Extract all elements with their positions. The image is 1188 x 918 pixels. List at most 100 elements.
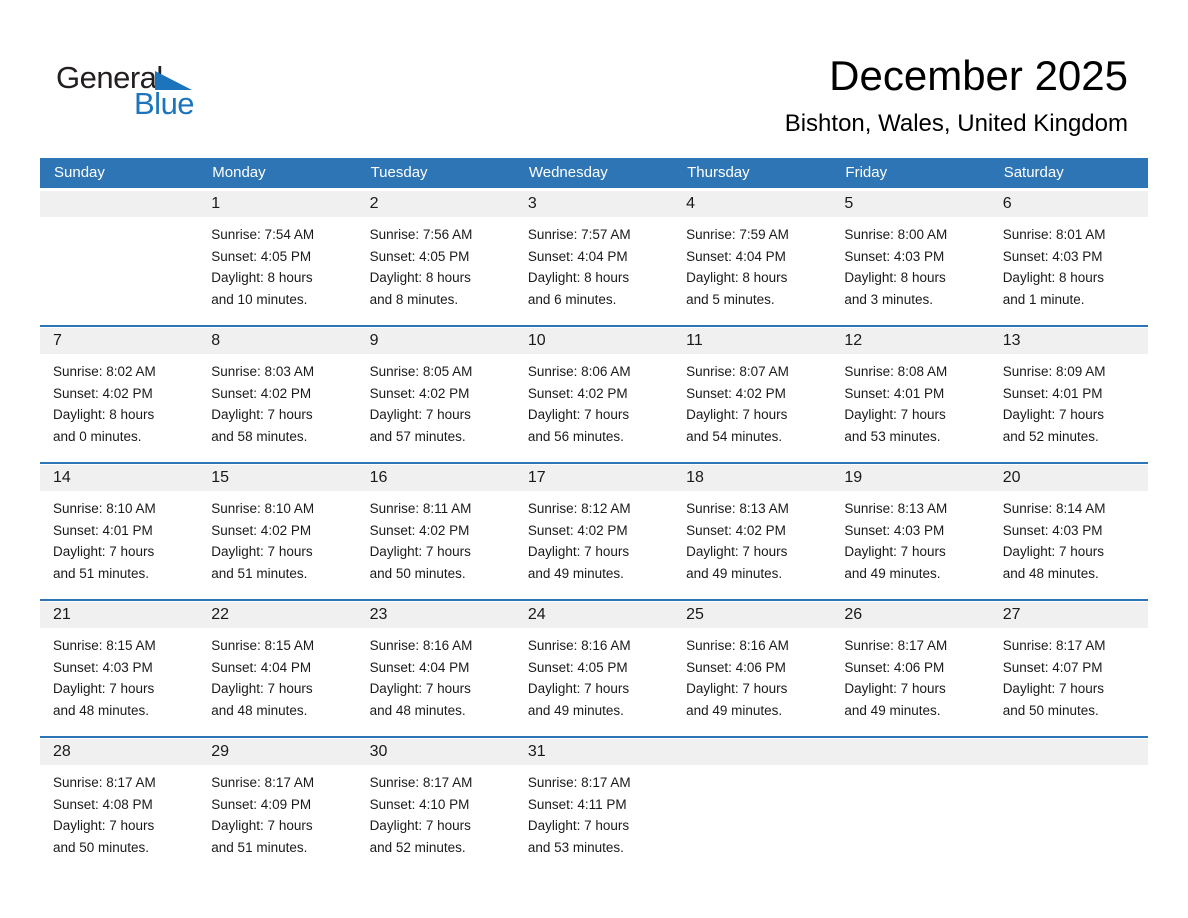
daylight-text-line2: and 49 minutes.: [844, 565, 941, 581]
calendar-cell: Sunrise: 8:12 AM Sunset: 4:02 PM Daylight:…: [515, 491, 673, 584]
week-details-row: Sunrise: 8:02 AM Sunset: 4:02 PM Daylight:…: [40, 354, 1148, 447]
daylight-text-line2: and 49 minutes.: [844, 702, 941, 718]
day-number: 4: [686, 195, 696, 212]
day-number: 9: [369, 332, 379, 349]
daylight-text-line2: and 48 minutes.: [1002, 565, 1099, 581]
week-details-row: Sunrise: 8:10 AM Sunset: 4:01 PM Daylight:…: [40, 491, 1148, 584]
sunrise-text: Sunrise: 8:10 AM: [211, 501, 315, 516]
sunrise-text: Sunrise: 7:54 AM: [211, 227, 315, 242]
day-number: 17: [527, 469, 546, 486]
calendar-cell: Sunrise: 7:56 AM Sunset: 4:05 PM Daylight:…: [357, 217, 515, 310]
day-number: 14: [53, 469, 71, 486]
day-number: 27: [1002, 606, 1021, 623]
daylight-text-line2: and 1 minute.: [1002, 291, 1085, 307]
daylight-text-line1: Daylight: 7 hours: [527, 407, 630, 422]
sunset-text: Sunset: 4:02 PM: [211, 385, 312, 401]
day-number: 8: [211, 332, 221, 349]
calendar-cell: Sunrise: 8:06 AM Sunset: 4:02 PM Daylight:…: [515, 354, 673, 447]
day-number: 2: [369, 195, 379, 212]
calendar-cell: Sunrise: 8:07 AM Sunset: 4:02 PM Daylight:…: [673, 354, 831, 447]
week-details-row: Sunrise: 8:15 AM Sunset: 4:03 PM Daylight:…: [40, 628, 1148, 721]
daylight-text-line1: Daylight: 7 hours: [686, 407, 788, 422]
calendar-cell: Sunrise: 8:17 AM Sunset: 4:09 PM Daylight:…: [198, 765, 356, 858]
daylight-text-line2: and 52 minutes.: [369, 839, 466, 855]
sunset-text: Sunset: 4:08 PM: [53, 796, 153, 812]
day-number: 13: [1002, 332, 1021, 349]
sunrise-text: Sunrise: 8:01 AM: [1002, 227, 1106, 242]
sunrise-text: Sunrise: 7:59 AM: [686, 227, 789, 242]
sunset-text: Sunset: 4:11 PM: [527, 796, 627, 812]
daylight-text-line1: Daylight: 7 hours: [527, 681, 630, 696]
daylight-text-line1: Daylight: 7 hours: [53, 818, 155, 833]
sunset-text: Sunset: 4:04 PM: [527, 248, 628, 264]
day-number: 20: [1002, 469, 1021, 486]
sunset-text: Sunset: 4:01 PM: [1002, 385, 1103, 401]
daylight-text-line2: and 49 minutes.: [527, 565, 624, 581]
sunrise-text: Sunrise: 8:15 AM: [53, 638, 156, 653]
daylight-text-line1: Daylight: 7 hours: [1002, 544, 1104, 559]
daylight-text-line1: Daylight: 7 hours: [369, 407, 471, 422]
sunrise-text: Sunrise: 8:13 AM: [686, 501, 789, 516]
day-number: 22: [211, 606, 230, 623]
daylight-text-line2: and 6 minutes.: [527, 291, 617, 307]
daylight-text-line2: and 54 minutes.: [686, 428, 783, 444]
daylight-text-line2: and 3 minutes.: [844, 291, 933, 307]
calendar-cell: Sunrise: 8:17 AM Sunset: 4:10 PM Daylight:…: [357, 765, 515, 858]
calendar-cell: Sunrise: 8:14 AM Sunset: 4:03 PM Daylight:…: [990, 491, 1148, 584]
sunrise-text: Sunrise: 8:17 AM: [211, 775, 315, 790]
sunset-text: Sunset: 4:10 PM: [369, 796, 470, 812]
calendar-cell: [673, 765, 831, 858]
daylight-text-line2: and 56 minutes.: [527, 428, 624, 444]
daylight-text-line1: Daylight: 7 hours: [53, 681, 155, 696]
daylight-text-line2: and 51 minutes.: [53, 565, 150, 581]
calendar-cell: Sunrise: 8:16 AM Sunset: 4:05 PM Daylight:…: [515, 628, 673, 721]
daylight-text-line2: and 0 minutes.: [53, 428, 142, 444]
day-header: Monday: [212, 164, 266, 181]
calendar-cell: Sunrise: 8:10 AM Sunset: 4:01 PM Daylight:…: [40, 491, 198, 584]
daylight-text-line1: Daylight: 7 hours: [686, 544, 788, 559]
daylight-text-line1: Daylight: 7 hours: [844, 544, 946, 559]
sunset-text: Sunset: 4:05 PM: [527, 659, 628, 675]
sunrise-text: Sunrise: 8:02 AM: [53, 364, 156, 379]
day-number: 31: [527, 743, 546, 760]
day-number-strip: 7 8 9 10 11 12 13: [40, 328, 1148, 354]
sunset-text: Sunset: 4:02 PM: [53, 385, 153, 401]
calendar-cell: Sunrise: 8:01 AM Sunset: 4:03 PM Daylight:…: [990, 217, 1148, 310]
sunset-text: Sunset: 4:04 PM: [369, 659, 470, 675]
calendar-cell: Sunrise: 8:09 AM Sunset: 4:01 PM Daylight:…: [990, 354, 1148, 447]
day-number-strip: 21 22 23 24 25 26 27: [40, 602, 1148, 628]
day-number: 1: [211, 195, 221, 212]
daylight-text-line2: and 50 minutes.: [1002, 702, 1099, 718]
daylight-text-line1: Daylight: 7 hours: [527, 544, 630, 559]
daylight-text-line1: Daylight: 8 hours: [211, 270, 313, 285]
daylight-text-line2: and 58 minutes.: [211, 428, 308, 444]
daylight-text-line1: Daylight: 8 hours: [53, 407, 155, 422]
day-number: [40, 191, 198, 217]
sunset-text: Sunset: 4:01 PM: [53, 522, 153, 538]
daylight-text-line1: Daylight: 8 hours: [527, 270, 630, 285]
sunrise-text: Sunrise: 8:06 AM: [527, 364, 631, 379]
week-details-row: Sunrise: 8:17 AM Sunset: 4:08 PM Daylight:…: [40, 765, 1148, 858]
daylight-text-line2: and 10 minutes.: [211, 291, 308, 307]
daylight-text-line1: Daylight: 7 hours: [53, 544, 155, 559]
calendar-week-row: 7 8 9 10 11 12 13 Sunrise: 8:02 AM Sunset: 4:02 …: [40, 325, 1148, 462]
daylight-text-line1: Daylight: 7 hours: [211, 544, 313, 559]
day-header: Tuesday: [370, 164, 428, 181]
week-details-row: Sunrise: 7:54 AM Sunset: 4:05 PM Daylight:…: [40, 217, 1148, 310]
calendar-cell: Sunrise: 8:16 AM Sunset: 4:06 PM Daylight:…: [673, 628, 831, 721]
calendar-cell: Sunrise: 8:00 AM Sunset: 4:03 PM Daylight:…: [831, 217, 989, 310]
sunrise-text: Sunrise: 7:56 AM: [369, 227, 473, 242]
daylight-text-line2: and 52 minutes.: [1002, 428, 1099, 444]
daylight-text-line1: Daylight: 7 hours: [369, 818, 471, 833]
daylight-text-line2: and 5 minutes.: [686, 291, 775, 307]
day-number: 26: [844, 606, 863, 623]
sunrise-text: Sunrise: 8:07 AM: [686, 364, 789, 379]
calendar-cell: Sunrise: 8:15 AM Sunset: 4:03 PM Daylight:…: [40, 628, 198, 721]
day-number: 11: [686, 332, 703, 349]
title-block: December 2025 Bishton, Wales, United Kin…: [785, 52, 1128, 138]
calendar-cell: Sunrise: 8:17 AM Sunset: 4:11 PM Daylight:…: [515, 765, 673, 858]
sunrise-text: Sunrise: 8:13 AM: [844, 501, 948, 516]
sunset-text: Sunset: 4:06 PM: [686, 659, 786, 675]
calendar-table: Sunday Monday Tuesday Wednesday Thursday Frid…: [40, 158, 1148, 873]
sunrise-text: Sunrise: 8:16 AM: [369, 638, 473, 653]
